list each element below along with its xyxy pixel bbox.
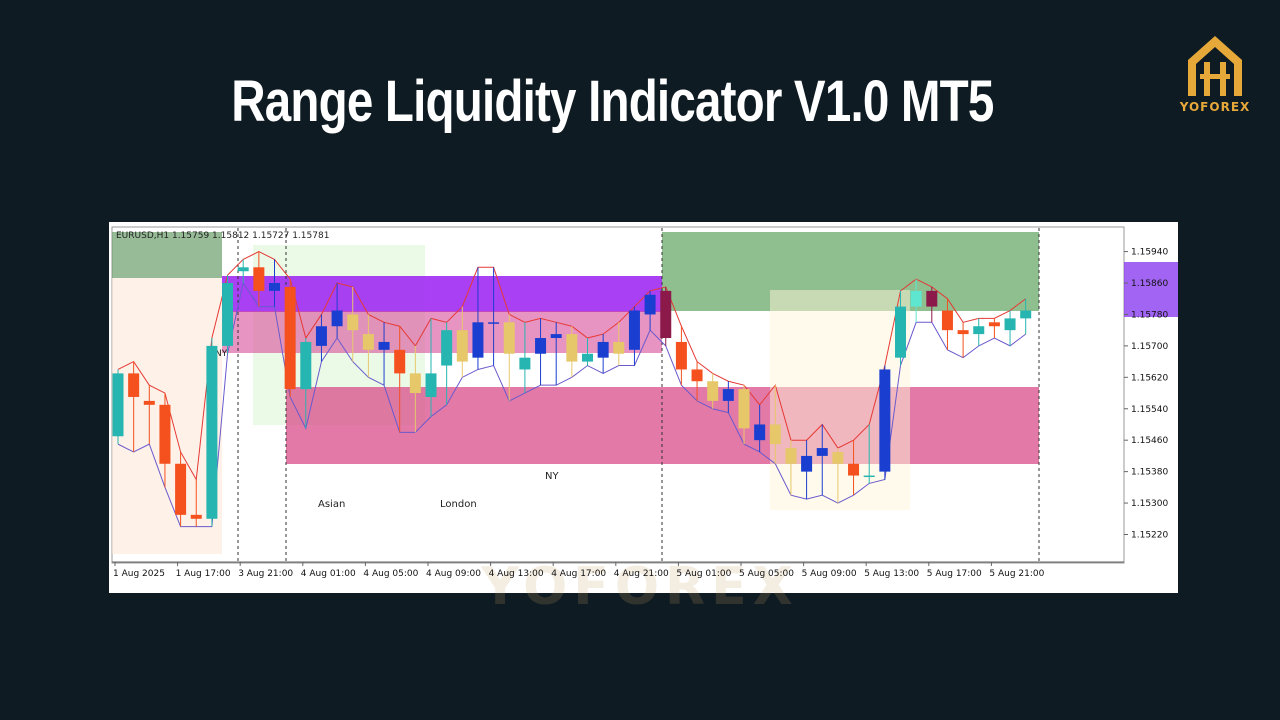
y-tick-label: 1.15700	[1131, 342, 1168, 352]
x-tick-label: 1 Aug 17:00	[176, 569, 231, 579]
x-tick-label: 5 Aug 13:00	[864, 569, 919, 579]
session-label: Asian	[318, 499, 345, 510]
page-title: Range Liquidity Indicator V1.0 MT5	[231, 69, 994, 134]
candle-body	[926, 290, 938, 307]
candle-body	[660, 290, 672, 339]
candle-body	[159, 404, 171, 464]
candle-body	[253, 267, 265, 291]
y-tick-label: 1.15780	[1131, 310, 1168, 320]
x-tick-label: 4 Aug 17:00	[551, 569, 606, 579]
session-label: NY	[215, 349, 228, 359]
candle-body	[754, 424, 766, 441]
candle-body	[550, 334, 562, 339]
candle-body	[848, 463, 860, 476]
candle-body	[456, 330, 468, 362]
candle-body	[1020, 310, 1032, 319]
brand-name: YOFOREX	[1179, 100, 1251, 114]
candle-body	[832, 451, 844, 464]
x-tick-label: 5 Aug 17:00	[927, 569, 982, 579]
candle-body	[441, 330, 453, 366]
y-tick-label: 1.15380	[1131, 468, 1168, 478]
candle-body	[315, 326, 327, 346]
candle-body	[691, 369, 703, 382]
candle-body	[988, 322, 1000, 327]
x-tick-label: 4 Aug 09:00	[426, 569, 481, 579]
brand-logo	[1188, 36, 1242, 96]
candle-body	[347, 314, 359, 331]
candle-body	[284, 286, 296, 390]
candle-body	[566, 334, 578, 362]
candle-body	[957, 330, 969, 335]
x-tick-label: 4 Aug 21:00	[614, 569, 669, 579]
candle-body	[675, 341, 687, 370]
candle-body	[769, 424, 781, 445]
candle-body	[143, 400, 155, 405]
candle-body	[816, 448, 828, 456]
candle-body	[222, 283, 234, 346]
candle-body	[190, 514, 202, 519]
candle-body	[128, 373, 140, 397]
x-tick-label: 5 Aug 09:00	[802, 569, 857, 579]
candle-body	[206, 345, 218, 519]
candle-body	[112, 373, 124, 437]
candle-body	[722, 389, 734, 401]
y-tick-label: 1.15940	[1131, 248, 1168, 258]
x-tick-label: 4 Aug 01:00	[301, 569, 356, 579]
x-tick-label: 4 Aug 05:00	[363, 569, 418, 579]
x-tick-label: 4 Aug 13:00	[489, 569, 544, 579]
candle-body	[613, 341, 625, 354]
x-tick-label: 1 Aug 2025	[113, 569, 165, 579]
session-label: London	[440, 499, 477, 510]
session-label: NY	[545, 471, 559, 482]
candle-body	[535, 338, 547, 354]
candle-body	[331, 310, 343, 327]
candle-body	[879, 369, 891, 472]
y-tick-label: 1.15460	[1131, 436, 1168, 446]
candle-body	[628, 310, 640, 350]
symbol-info: EURUSD,H1 1.15759 1.15812 1.15727 1.1578…	[116, 231, 329, 241]
candle-body	[597, 341, 609, 358]
y-tick-label: 1.15540	[1131, 405, 1168, 415]
candle-body	[503, 322, 515, 354]
watermark: YOFOREX	[480, 557, 798, 617]
x-tick-label: 5 Aug 21:00	[989, 569, 1044, 579]
y-tick-label: 1.15300	[1131, 499, 1168, 509]
candle-body	[362, 334, 374, 350]
candle-body	[488, 322, 500, 324]
candle-body	[895, 306, 906, 358]
candle-body	[300, 341, 312, 390]
candle-body	[472, 322, 484, 358]
candle-body	[973, 326, 985, 335]
candle-body	[409, 373, 421, 394]
zone-marker	[1124, 262, 1178, 317]
candle-body	[707, 381, 719, 401]
candle-body	[910, 290, 922, 307]
candle-body	[175, 463, 187, 515]
candle-body	[644, 294, 656, 315]
x-tick-label: 5 Aug 05:00	[739, 569, 794, 579]
candle-body	[785, 448, 797, 464]
candle-body	[1004, 318, 1016, 331]
candle-body	[941, 310, 953, 331]
candle-body	[394, 349, 406, 374]
y-tick-label: 1.15220	[1131, 530, 1168, 540]
candle-body	[425, 373, 437, 397]
x-tick-label: 5 Aug 01:00	[676, 569, 731, 579]
candle-body	[378, 341, 390, 350]
candle-body	[519, 357, 531, 370]
candle-body	[582, 353, 593, 362]
candle-body	[801, 455, 813, 472]
candle-body	[237, 267, 249, 272]
y-tick-label: 1.15620	[1131, 373, 1168, 383]
candle-body	[738, 389, 750, 429]
x-tick-label: 3 Aug 21:00	[238, 569, 293, 579]
y-tick-label: 1.15860	[1131, 279, 1168, 289]
candle-body	[269, 283, 280, 291]
candle-body	[863, 475, 875, 478]
zone	[112, 232, 222, 278]
